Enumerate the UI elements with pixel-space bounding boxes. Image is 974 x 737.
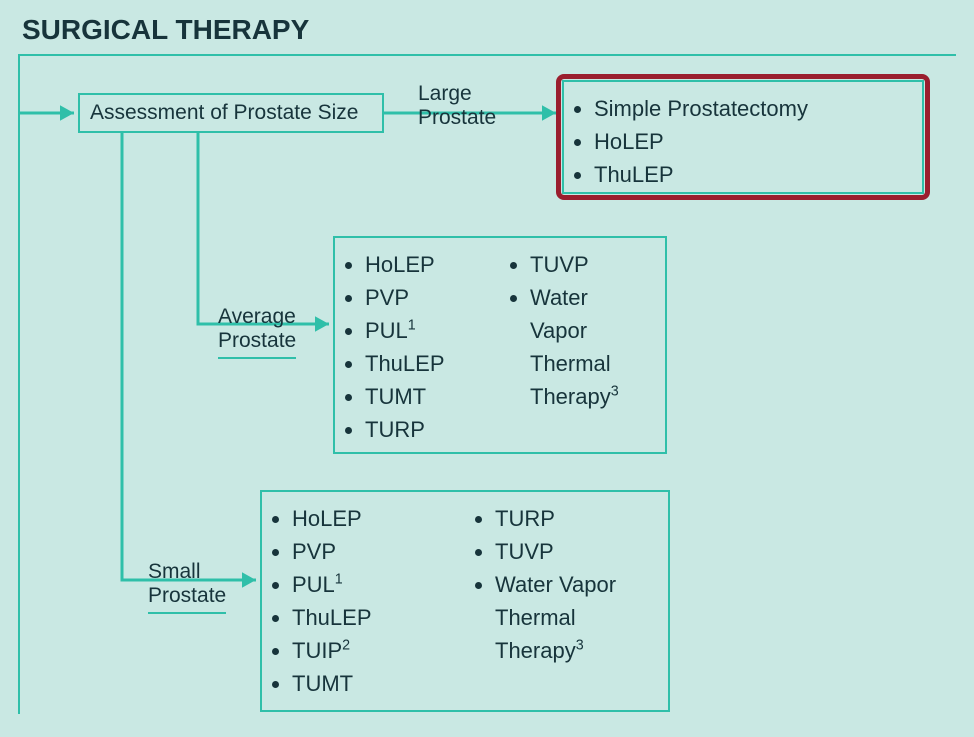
average-list-col2: TUVPWater Vapor Thermal Therapy3 [500,238,665,423]
small-prostate-box: HoLEPPVPPUL1ThuLEPTUIP2TUMT TURPTUVPWate… [260,490,670,712]
list-item: ThuLEP [594,158,908,191]
list-item: PVP [292,535,451,568]
label-line: Prostate [218,329,296,352]
large-list: Simple ProstatectomyHoLEPThuLEP [564,82,922,201]
label-line: Average [218,305,296,328]
average-prostate-label: AverageProstate [218,305,296,359]
list-item: TUVP [530,248,651,281]
list-item: PVP [365,281,486,314]
small-list-col2: TURPTUVPWater Vapor Thermal Therapy3 [465,492,668,677]
list-item: TURP [495,502,654,535]
label-line: Prostate [418,106,496,129]
list-item: Water Vapor Thermal Therapy3 [495,568,654,667]
list-item: TUIP2 [292,634,451,667]
label-line: Large [418,82,472,105]
list-item: TUMT [292,667,451,700]
list-item: HoLEP [594,125,908,158]
list-item: HoLEP [365,248,486,281]
small-list-col1: HoLEPPVPPUL1ThuLEPTUIP2TUMT [262,492,465,710]
list-item: PUL1 [292,568,451,601]
small-prostate-label: SmallProstate [148,560,226,614]
label-line: Prostate [148,584,226,607]
large-prostate-label: LargeProstate [418,82,496,130]
large-prostate-box: Simple ProstatectomyHoLEPThuLEP [562,80,924,194]
list-item: ThuLEP [365,347,486,380]
list-item: TUVP [495,535,654,568]
list-item: HoLEP [292,502,451,535]
assessment-box: Assessment of Prostate Size [78,93,384,133]
list-item: Simple Prostatectomy [594,92,908,125]
average-list-col1: HoLEPPVPPUL1ThuLEPTUMTTURP [335,238,500,456]
list-item: PUL1 [365,314,486,347]
list-item: TURP [365,413,486,446]
label-line: Small [148,560,201,583]
list-item: Water Vapor Thermal Therapy3 [530,281,651,413]
list-item: TUMT [365,380,486,413]
assessment-label: Assessment of Prostate Size [90,101,358,125]
list-item: ThuLEP [292,601,451,634]
average-prostate-box: HoLEPPVPPUL1ThuLEPTUMTTURP TUVPWater Vap… [333,236,667,454]
